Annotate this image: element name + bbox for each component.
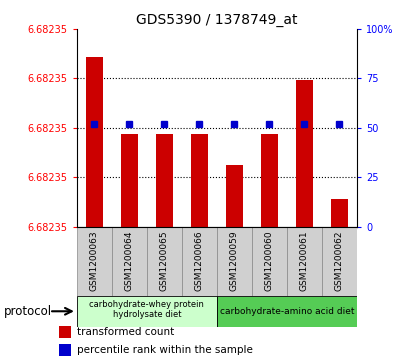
Bar (287, 227, 322, 296)
Bar (261, 134, 278, 227)
Bar (59, 326, 71, 338)
Bar (77, 227, 112, 296)
Text: percentile rank within the sample: percentile rank within the sample (77, 345, 253, 355)
Bar (252, 227, 287, 296)
Text: GSM1200065: GSM1200065 (160, 231, 169, 291)
Bar (331, 199, 348, 227)
Bar (295, 80, 313, 227)
Bar (156, 134, 173, 227)
Bar (190, 134, 208, 227)
Text: protocol: protocol (4, 305, 52, 318)
Bar (182, 227, 217, 296)
Bar (59, 344, 71, 356)
Text: GSM1200060: GSM1200060 (265, 231, 274, 291)
Bar (226, 165, 243, 227)
Bar (77, 296, 217, 327)
Bar (112, 227, 147, 296)
Bar (217, 227, 252, 296)
Bar (322, 227, 357, 296)
Text: GSM1200059: GSM1200059 (230, 231, 239, 291)
Bar (85, 57, 103, 227)
Text: carbohydrate-amino acid diet: carbohydrate-amino acid diet (220, 307, 354, 316)
Bar (120, 134, 138, 227)
Text: GSM1200066: GSM1200066 (195, 231, 204, 291)
Text: transformed count: transformed count (77, 327, 174, 337)
Text: carbohydrate-whey protein
hydrolysate diet: carbohydrate-whey protein hydrolysate di… (89, 300, 204, 319)
Text: GSM1200064: GSM1200064 (125, 231, 134, 291)
Text: GSM1200061: GSM1200061 (300, 231, 309, 291)
Bar (147, 227, 182, 296)
Bar (217, 296, 357, 327)
Title: GDS5390 / 1378749_at: GDS5390 / 1378749_at (136, 13, 298, 26)
Text: GSM1200062: GSM1200062 (335, 231, 344, 291)
Text: GSM1200063: GSM1200063 (90, 231, 99, 291)
